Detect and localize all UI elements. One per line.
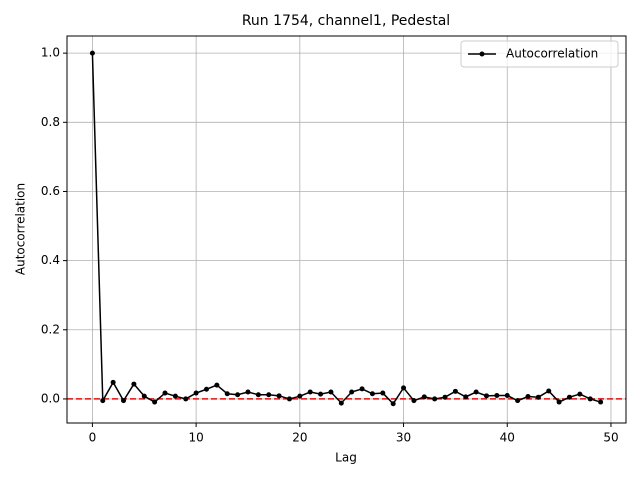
data-point: [421, 394, 427, 400]
data-point: [245, 389, 251, 395]
data-point: [141, 393, 147, 399]
y-tick-label: 0.2: [41, 322, 60, 336]
x-tick-label: 10: [188, 431, 203, 445]
data-point: [432, 396, 438, 402]
y-tick-label: 1.0: [41, 46, 60, 60]
data-point: [452, 388, 458, 394]
data-point: [473, 389, 479, 395]
data-point: [110, 379, 116, 385]
data-point: [390, 401, 396, 407]
data-point: [380, 390, 386, 396]
data-point: [214, 382, 220, 388]
data-point: [484, 393, 490, 399]
data-point: [266, 392, 272, 398]
data-point: [121, 398, 127, 404]
legend-label: Autocorrelation: [506, 47, 598, 61]
data-point: [162, 390, 168, 396]
data-point: [515, 398, 521, 404]
data-point: [463, 394, 469, 400]
data-point: [297, 393, 303, 399]
data-point: [318, 391, 324, 397]
data-point: [89, 50, 95, 56]
y-tick-label: 0.8: [41, 115, 60, 129]
data-point: [359, 386, 365, 392]
y-tick-label: 0.0: [41, 391, 60, 405]
data-point: [504, 392, 510, 398]
data-point: [131, 381, 137, 387]
x-tick-label: 40: [500, 431, 515, 445]
data-point: [328, 389, 334, 395]
data-point: [349, 389, 355, 395]
data-point: [152, 399, 158, 405]
chart-title: Run 1754, channel1, Pedestal: [242, 13, 450, 29]
legend-box: [460, 40, 619, 68]
x-tick-label: 0: [89, 431, 97, 445]
data-point: [203, 386, 209, 392]
data-point: [183, 396, 189, 402]
data-point: [401, 385, 407, 391]
axes-frame: [66, 35, 627, 424]
data-point: [546, 388, 552, 394]
data-point: [411, 398, 417, 404]
data-line: [91, 53, 601, 405]
data-point: [577, 391, 583, 397]
data-point: [307, 389, 313, 395]
y-axis-label: Autocorrelation: [14, 183, 28, 275]
x-axis-label: Lag: [335, 451, 357, 465]
data-point: [224, 391, 230, 397]
y-tick-label: 0.6: [41, 184, 60, 198]
data-point: [598, 399, 604, 405]
data-point: [587, 396, 593, 402]
data-point: [255, 392, 261, 398]
data-point: [235, 392, 241, 398]
data-point: [286, 396, 292, 402]
data-point: [172, 393, 178, 399]
data-point: [276, 393, 282, 399]
x-tick-label: 20: [292, 431, 307, 445]
data-point: [442, 394, 448, 400]
data-point: [525, 394, 531, 400]
data-point: [338, 400, 344, 406]
data-point: [566, 394, 572, 400]
data-point: [193, 390, 199, 396]
data-point: [369, 391, 375, 397]
data-point: [494, 392, 500, 398]
x-tick-label: 50: [603, 431, 618, 445]
data-point: [556, 399, 562, 405]
x-tick-label: 30: [396, 431, 411, 445]
legend-marker: [479, 51, 485, 57]
data-point: [100, 398, 106, 404]
data-point: [535, 394, 541, 400]
y-tick-label: 0.4: [41, 253, 60, 267]
